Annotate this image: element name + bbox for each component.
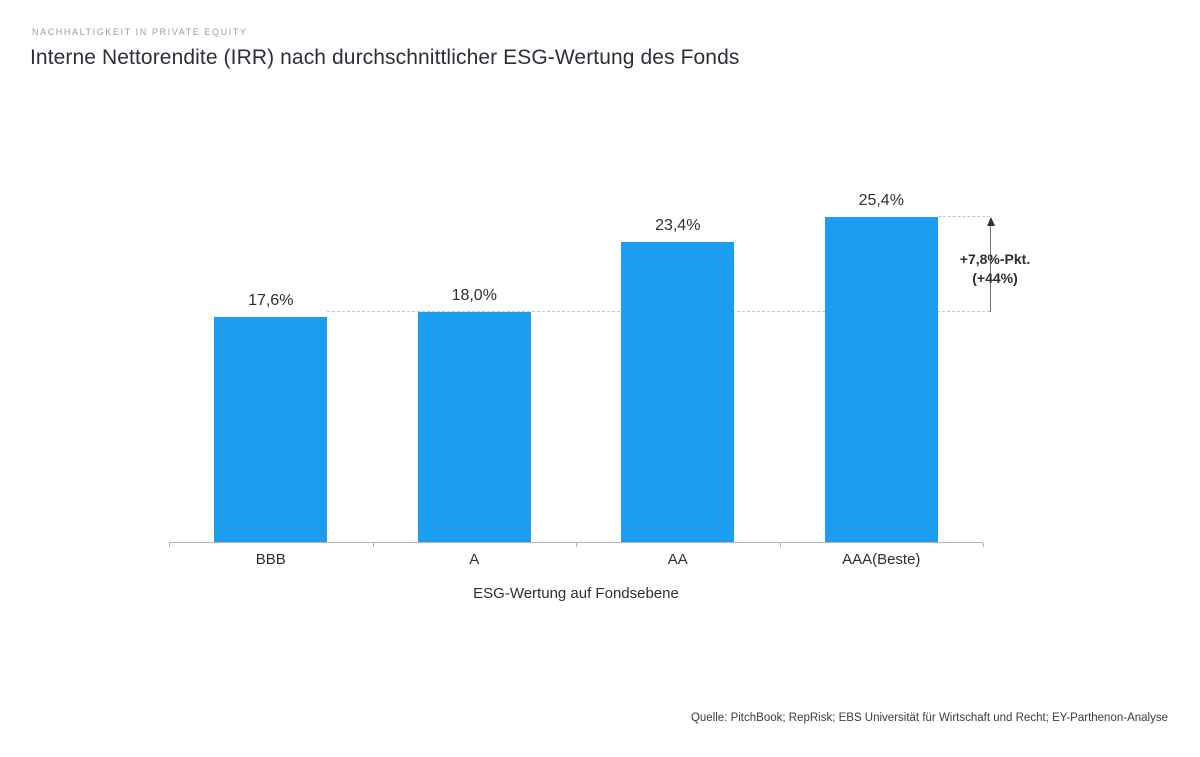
bar-value-label: 23,4%	[655, 217, 701, 234]
arrow-up-icon	[986, 217, 995, 226]
x-axis-category-label: BBB	[255, 551, 286, 568]
reference-line-to	[937, 216, 990, 217]
x-axis-line	[169, 542, 983, 543]
x-axis-tick	[169, 543, 170, 547]
x-axis-category-label: AAA(Beste)	[842, 551, 921, 568]
x-axis-tick	[576, 543, 577, 547]
x-axis-tick	[780, 543, 781, 547]
delta-arrow-line	[990, 224, 991, 312]
x-axis-tick	[373, 543, 374, 547]
page-title: Interne Nettorendite (IRR) nach durchsch…	[30, 46, 740, 69]
bar-a	[417, 312, 531, 542]
bar-aa	[621, 242, 735, 542]
x-axis-category-label: A	[469, 551, 480, 568]
bar-bbb	[214, 317, 328, 542]
source-note: Quelle: PitchBook; RepRisk; EBS Universi…	[690, 712, 1168, 724]
kicker: NACHHALTIGKEIT IN PRIVATE EQUITY	[32, 27, 248, 37]
x-axis-category-label: AA	[667, 551, 688, 568]
bar-value-label: 18,0%	[451, 287, 497, 304]
x-axis-tick	[983, 543, 984, 547]
bar-value-label: 25,4%	[858, 192, 904, 209]
bar-value-label: 17,6%	[248, 292, 294, 309]
bar-aaa-beste	[824, 217, 938, 542]
x-axis-title: ESG-Wertung auf Fondsebene	[473, 585, 679, 602]
delta-annotation: +7,8%-Pkt. (+44%)	[942, 250, 1048, 288]
delta-annotation-line2: (+44%)	[972, 269, 1018, 286]
delta-annotation-line1: +7,8%-Pkt.	[959, 250, 1031, 267]
